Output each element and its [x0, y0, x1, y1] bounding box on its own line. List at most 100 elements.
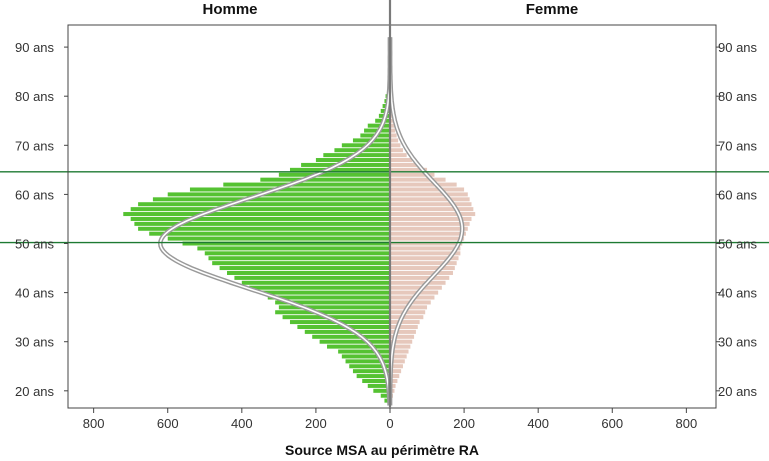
x-axis-ticks: 800 600 400 200 0 200 400 600 800 — [83, 408, 697, 431]
bar-femme — [390, 354, 407, 359]
y-tick-label-left: 30 ans — [15, 335, 55, 350]
bar-femme — [390, 369, 402, 374]
bar-homme — [182, 241, 390, 246]
bar-femme — [390, 374, 400, 379]
bar-homme — [315, 158, 390, 163]
bar-femme — [390, 339, 413, 344]
bar-femme — [390, 383, 396, 388]
bar-femme — [390, 182, 457, 187]
bar-femme — [390, 177, 446, 182]
bar-femme — [390, 212, 476, 217]
bar-femme — [390, 256, 459, 261]
bar-femme — [390, 344, 411, 349]
bar-femme — [390, 187, 465, 192]
bar-femme — [390, 221, 470, 226]
bar-homme — [189, 187, 390, 192]
y-tick-label-right: 80 ans — [718, 89, 758, 104]
bar-femme — [390, 207, 474, 212]
bar-femme — [390, 270, 453, 275]
bar-femme — [390, 197, 470, 202]
bar-femme — [390, 251, 461, 256]
bar-homme — [234, 275, 390, 280]
bar-homme — [345, 359, 390, 364]
bar-femme — [390, 226, 468, 231]
bar-homme — [134, 221, 390, 226]
bar-homme — [367, 383, 390, 388]
bar-homme — [204, 251, 390, 256]
bar-femme — [390, 359, 405, 364]
bar-homme — [260, 177, 390, 182]
bar-homme — [167, 236, 390, 241]
bar-homme — [356, 374, 390, 379]
bar-femme — [390, 364, 403, 369]
x-tick-label: 600 — [157, 416, 179, 431]
bar-homme — [275, 310, 390, 315]
curve-normal-femme-inner — [389, 37, 464, 406]
bar-femme — [390, 310, 426, 315]
bar-homme — [223, 182, 390, 187]
y-axis-ticks-left: 20 ans 30 ans 40 ans 50 ans 60 ans 70 ans 80 a… — [15, 40, 68, 399]
bar-femme — [390, 133, 397, 138]
bar-homme — [282, 315, 390, 320]
bar-homme — [123, 212, 390, 217]
bar-homme — [338, 349, 390, 354]
x-tick-label: 0 — [386, 416, 393, 431]
bar-homme — [138, 226, 390, 231]
bar-femme — [390, 280, 446, 285]
x-tick-label: 400 — [527, 416, 549, 431]
reference-lines — [0, 171, 769, 244]
bar-homme — [197, 246, 390, 251]
bar-femme — [390, 216, 472, 221]
curve-normal-homme-inner — [159, 37, 391, 406]
bar-femme — [390, 320, 420, 325]
x-tick-label: 800 — [676, 416, 698, 431]
bar-femme — [390, 192, 468, 197]
bar-homme — [167, 192, 390, 197]
bar-femme — [390, 162, 420, 167]
bar-homme — [152, 197, 390, 202]
bar-femme — [390, 285, 442, 290]
y-tick-label-left: 90 ans — [15, 40, 55, 55]
bar-femme — [390, 118, 394, 123]
bar-femme — [390, 231, 466, 236]
bar-homme — [380, 393, 390, 398]
bar-homme — [319, 339, 390, 344]
bar-femme — [390, 324, 418, 329]
bar-homme — [267, 295, 390, 300]
y-tick-label-right: 40 ans — [718, 286, 758, 301]
y-tick-label-right: 90 ans — [718, 40, 758, 55]
bar-homme — [130, 207, 390, 212]
bar-homme — [289, 167, 390, 172]
y-tick-label-right: 50 ans — [718, 237, 758, 252]
y-tick-label-left: 20 ans — [15, 384, 55, 399]
plot-border — [67, 24, 717, 409]
bar-femme — [390, 349, 409, 354]
y-tick-label-right: 70 ans — [718, 138, 758, 153]
plot-frame — [67, 0, 717, 409]
y-tick-label-left: 60 ans — [15, 187, 55, 202]
x-tick-label: 200 — [305, 416, 327, 431]
bar-femme — [390, 128, 396, 133]
y-tick-label-left: 80 ans — [15, 89, 55, 104]
bar-homme — [301, 162, 390, 167]
y-tick-label-left: 50 ans — [15, 237, 55, 252]
bar-homme — [208, 256, 390, 261]
bar-homme — [241, 280, 390, 285]
bar-femme — [390, 167, 428, 172]
bar-homme — [227, 270, 390, 275]
bar-homme — [138, 202, 390, 207]
bar-femme — [390, 334, 415, 339]
bar-homme — [362, 378, 390, 384]
bar-homme — [212, 261, 390, 266]
bar-homme — [304, 329, 390, 334]
y-tick-label-right: 30 ans — [718, 335, 758, 350]
bar-homme — [278, 305, 390, 310]
bar-homme — [149, 231, 390, 236]
bar-femme — [390, 172, 435, 177]
bar-homme — [327, 344, 390, 349]
bar-femme — [390, 236, 465, 241]
bar-homme — [260, 290, 390, 295]
x-tick-label: 200 — [453, 416, 475, 431]
bars-femme — [390, 64, 476, 403]
